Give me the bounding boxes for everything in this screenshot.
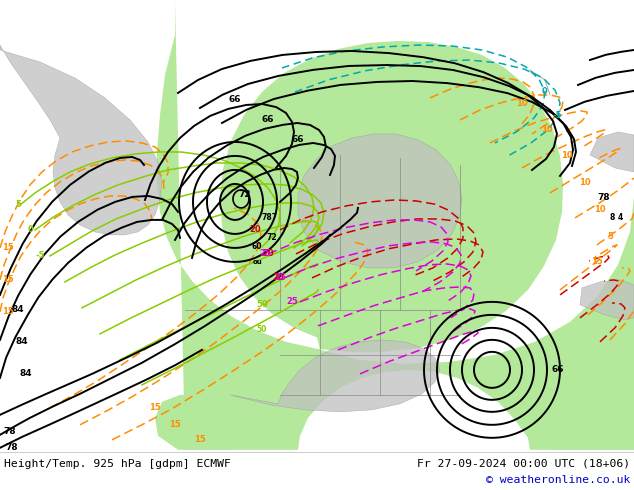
Text: 20: 20 — [272, 273, 284, 282]
Text: Height/Temp. 925 hPa [gdpm] ECMWF: Height/Temp. 925 hPa [gdpm] ECMWF — [4, 459, 231, 469]
Text: 72: 72 — [238, 191, 251, 199]
Text: 10: 10 — [561, 151, 573, 160]
Text: 84: 84 — [16, 337, 29, 346]
Text: -5: -5 — [36, 251, 45, 260]
Text: © weatheronline.co.uk: © weatheronline.co.uk — [486, 475, 630, 485]
Polygon shape — [298, 134, 462, 268]
Text: 15: 15 — [169, 420, 181, 429]
Text: 10: 10 — [541, 125, 553, 134]
Polygon shape — [230, 340, 440, 412]
Text: 66: 66 — [292, 135, 304, 145]
Text: 66: 66 — [262, 116, 275, 124]
Polygon shape — [155, 395, 245, 450]
Text: 84: 84 — [11, 305, 24, 315]
Text: 5: 5 — [15, 200, 21, 209]
Polygon shape — [0, 45, 162, 235]
Text: 15: 15 — [2, 244, 14, 252]
Text: 10: 10 — [579, 178, 591, 188]
Text: 10: 10 — [594, 205, 606, 215]
Text: 25: 25 — [274, 273, 286, 282]
Text: 84: 84 — [20, 369, 32, 378]
Text: 25: 25 — [259, 249, 271, 258]
Text: 15: 15 — [149, 403, 161, 413]
Text: 60: 60 — [252, 243, 262, 251]
Text: ou: ou — [253, 259, 263, 265]
Text: 0: 0 — [27, 225, 33, 234]
Text: 78: 78 — [6, 443, 18, 452]
Text: 66: 66 — [552, 366, 564, 374]
Text: -5: -5 — [552, 111, 562, 121]
Text: 66: 66 — [229, 96, 242, 104]
Text: Fr 27-09-2024 00:00 UTC (18+06): Fr 27-09-2024 00:00 UTC (18+06) — [417, 459, 630, 469]
Polygon shape — [580, 280, 634, 320]
Text: 15: 15 — [591, 257, 603, 267]
Text: 0: 0 — [542, 87, 548, 97]
Text: 50: 50 — [257, 325, 267, 334]
Text: 20: 20 — [262, 249, 274, 258]
Polygon shape — [552, 370, 634, 450]
Text: 78: 78 — [4, 427, 16, 436]
Text: 25: 25 — [286, 297, 298, 306]
Text: 15: 15 — [2, 307, 14, 317]
Text: 8 4: 8 4 — [611, 214, 624, 222]
Text: 72: 72 — [267, 233, 277, 243]
Text: 15: 15 — [194, 435, 206, 444]
Text: 10: 10 — [516, 99, 528, 108]
Text: 50: 50 — [256, 300, 268, 309]
Text: 20: 20 — [249, 225, 261, 234]
Text: 787: 787 — [262, 214, 278, 222]
Text: 78: 78 — [598, 194, 611, 202]
Polygon shape — [157, 0, 634, 450]
Text: 5: 5 — [607, 232, 613, 242]
Text: 15: 15 — [2, 275, 14, 284]
Polygon shape — [590, 132, 634, 172]
